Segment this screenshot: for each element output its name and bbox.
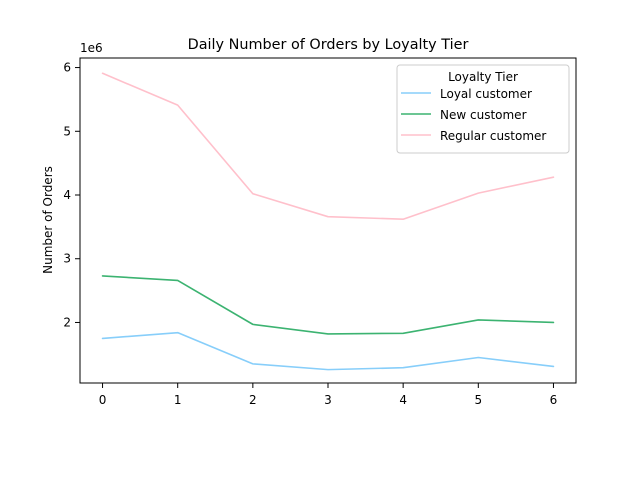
y-tick-label: 2 <box>63 315 71 329</box>
legend-label: Loyal customer <box>440 87 532 101</box>
series-line-new-customer <box>101 275 555 335</box>
x-tick-label: 3 <box>324 393 332 407</box>
y-tick-label: 4 <box>63 188 71 202</box>
legend-label: Regular customer <box>440 129 546 143</box>
legend-label: New customer <box>440 108 527 122</box>
x-tick-label: 6 <box>550 393 558 407</box>
legend-entries: Loyal customer New customer Regular custom… <box>401 87 546 143</box>
series-line-regular-customer <box>101 72 555 221</box>
x-tick-label: 4 <box>399 393 407 407</box>
y-tick-label: 3 <box>63 252 71 266</box>
legend-title: Loyalty Tier <box>448 70 518 84</box>
chart-title: Daily Number of Orders by Loyalty Tier <box>188 37 469 53</box>
y-tick-label: 5 <box>63 124 71 138</box>
legend-box <box>396 64 570 154</box>
y-tick-label: 6 <box>63 61 71 75</box>
y-axis-label: Number of Orders <box>41 166 55 274</box>
y-axis: 2 3 4 5 6 <box>63 61 80 329</box>
legend: Loyalty Tier Loyal customer New customer R… <box>396 64 570 154</box>
x-tick-label: 1 <box>174 393 182 407</box>
y-scale-label: 1e6 <box>80 41 103 55</box>
series-line-loyal-customer <box>101 331 555 371</box>
x-axis: 0 1 2 3 4 5 6 <box>99 383 558 407</box>
x-tick-label: 0 <box>99 393 107 407</box>
x-tick-label: 2 <box>249 393 257 407</box>
x-tick-label: 5 <box>474 393 482 407</box>
series-layer <box>101 72 555 371</box>
